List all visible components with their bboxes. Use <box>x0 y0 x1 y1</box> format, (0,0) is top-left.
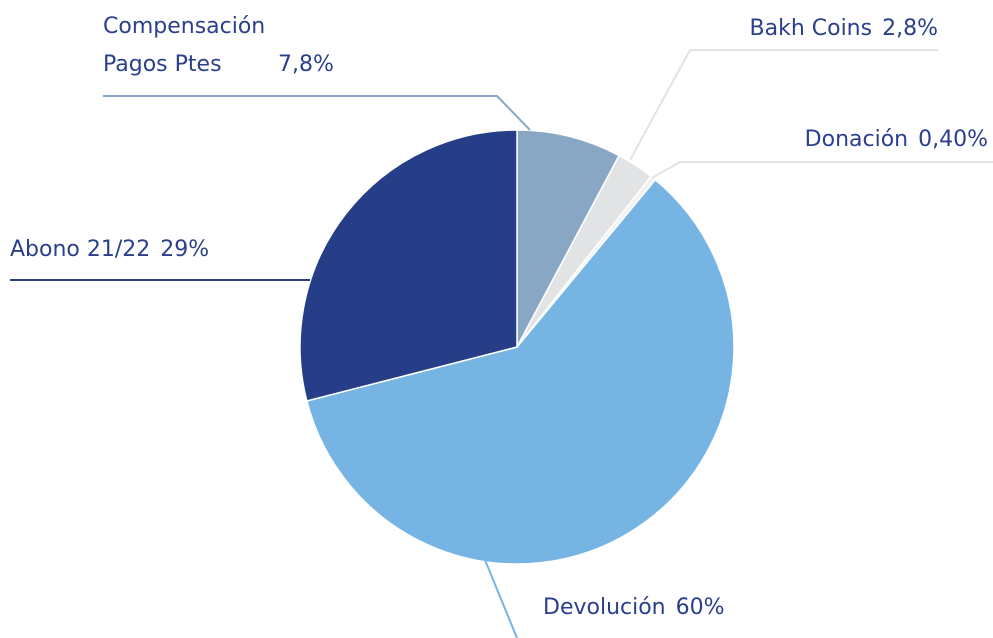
pie-slice <box>299 129 518 402</box>
slice-label: Bakh Coins 2,8% <box>750 10 939 48</box>
leader-line <box>651 161 993 179</box>
pie-slice <box>305 178 735 565</box>
category-name: Donación <box>804 127 909 152</box>
category-name: Bakh Coins <box>749 16 873 41</box>
value-label: 29% <box>160 237 210 262</box>
value-label: 7,8% <box>278 52 334 77</box>
slice-label: Abono 21/22 29% <box>10 231 209 269</box>
value-label: 60% <box>675 595 725 620</box>
slice-label: Donación 0,40% <box>805 121 988 159</box>
leader-line <box>484 559 518 638</box>
category-name: Devolución <box>543 595 666 620</box>
category-name: Compensación Pagos Ptes <box>103 14 266 77</box>
category-name: Abono 21/22 <box>10 237 151 262</box>
slice-label: Compensación Pagos Ptes 7,8% <box>103 8 403 84</box>
leader-line <box>629 49 938 161</box>
value-label: 2,8% <box>882 16 938 41</box>
value-label: 0,40% <box>918 127 988 152</box>
slice-label: Devolución 60% <box>543 589 725 627</box>
leader-line <box>103 95 531 131</box>
pie-slice <box>516 129 621 348</box>
